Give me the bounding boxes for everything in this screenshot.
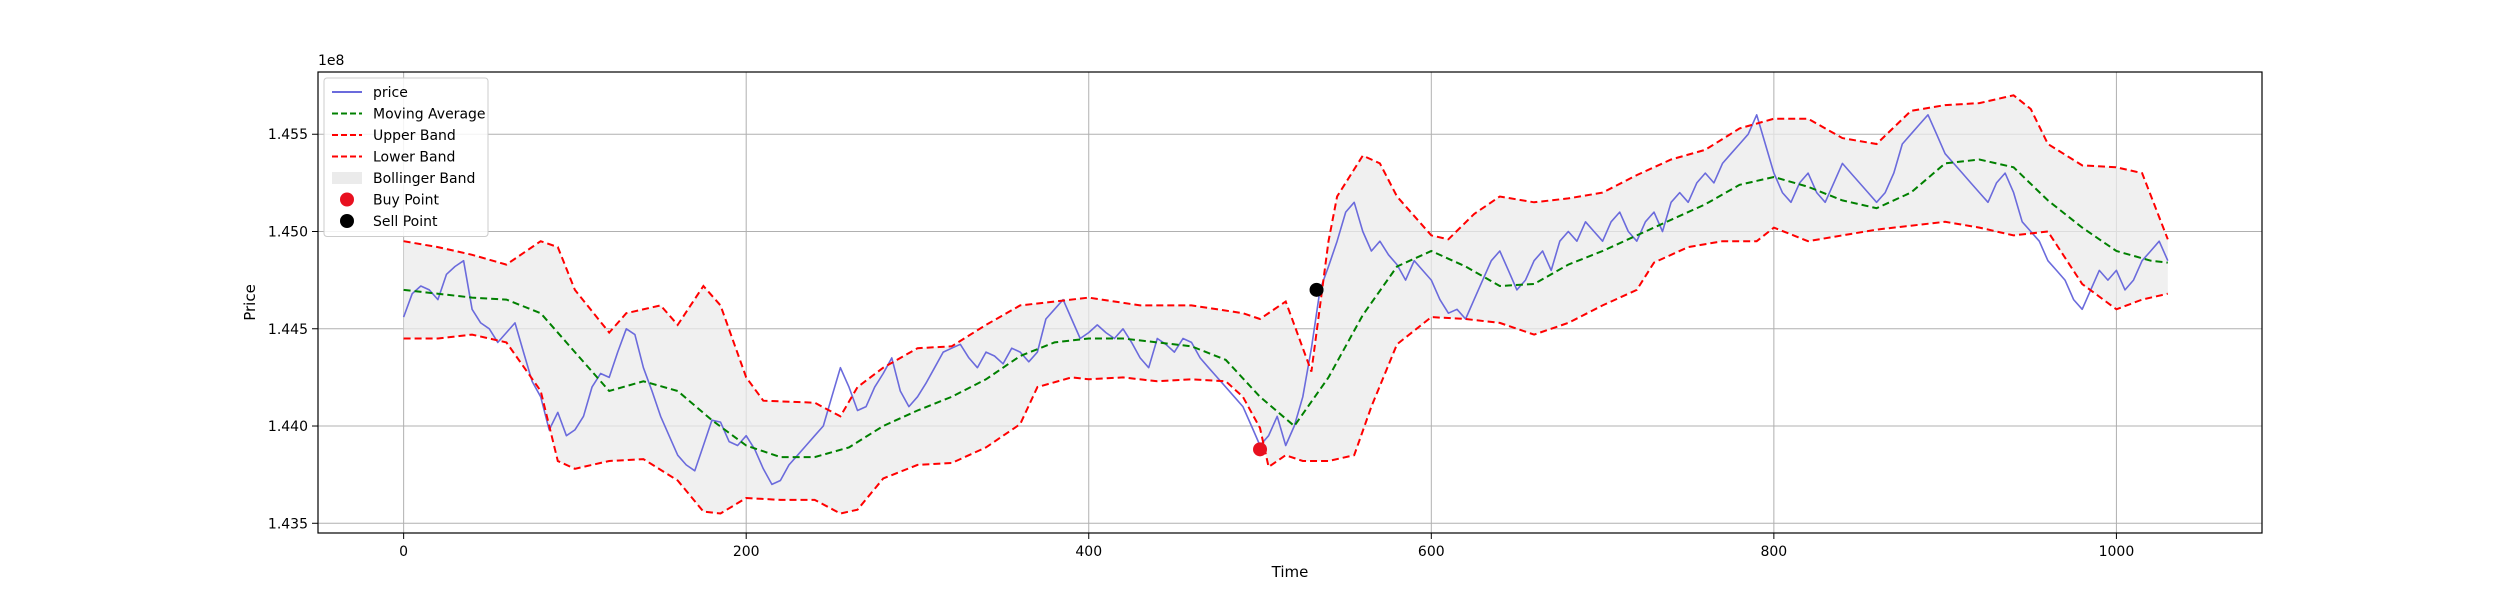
- legend: price Moving Average Upper Band Lower Band B…: [323, 77, 489, 237]
- legend-swatch: [332, 172, 362, 184]
- x-tick-label: 600: [1418, 544, 1445, 560]
- bollinger-band-fill: [403, 95, 2168, 514]
- trade-markers: [1253, 282, 1324, 457]
- legend-swatch: [340, 214, 354, 228]
- legend-label: Upper Band: [373, 128, 456, 144]
- x-tick-label: 200: [733, 544, 760, 560]
- x-tick-label: 800: [1760, 544, 1787, 560]
- legend-box: [323, 77, 489, 237]
- upper-band-line: [403, 94, 2169, 418]
- y-tick-label: 1.455: [268, 127, 308, 143]
- price-line: [402, 114, 2169, 486]
- legend-label: Bollinger Band: [373, 171, 475, 187]
- axis-ticks: 0 200 400 600 800 1000 1.435 1.440 1.445 1.450 1.4…: [268, 127, 2134, 560]
- moving-average-line: [403, 158, 2168, 459]
- legend-label: Sell Point: [373, 214, 438, 230]
- y-tick-label: 1.440: [268, 419, 308, 435]
- sell-point-marker: [1309, 282, 1324, 297]
- x-tick-label: 0: [399, 544, 408, 560]
- plot-frame: [317, 71, 2263, 534]
- y-tick-label: 1.445: [268, 322, 308, 338]
- buy-point-marker: [1253, 442, 1268, 457]
- y-tick-label: 1.435: [268, 516, 308, 532]
- legend-swatch: [340, 192, 354, 207]
- y-axis-label: Price: [241, 284, 259, 321]
- y-offset-label: 1e8: [318, 53, 344, 69]
- bollinger-band-area: [403, 95, 2168, 514]
- legend-label: Lower Band: [373, 150, 455, 166]
- x-tick-label: 1000: [2099, 544, 2135, 560]
- x-axis-label: Time: [1271, 563, 1309, 581]
- y-tick-label: 1.450: [268, 225, 308, 241]
- x-tick-label: 400: [1075, 544, 1102, 560]
- legend-label: price: [373, 85, 408, 101]
- legend-label: Buy Point: [373, 193, 439, 209]
- legend-label: Moving Average: [373, 107, 486, 123]
